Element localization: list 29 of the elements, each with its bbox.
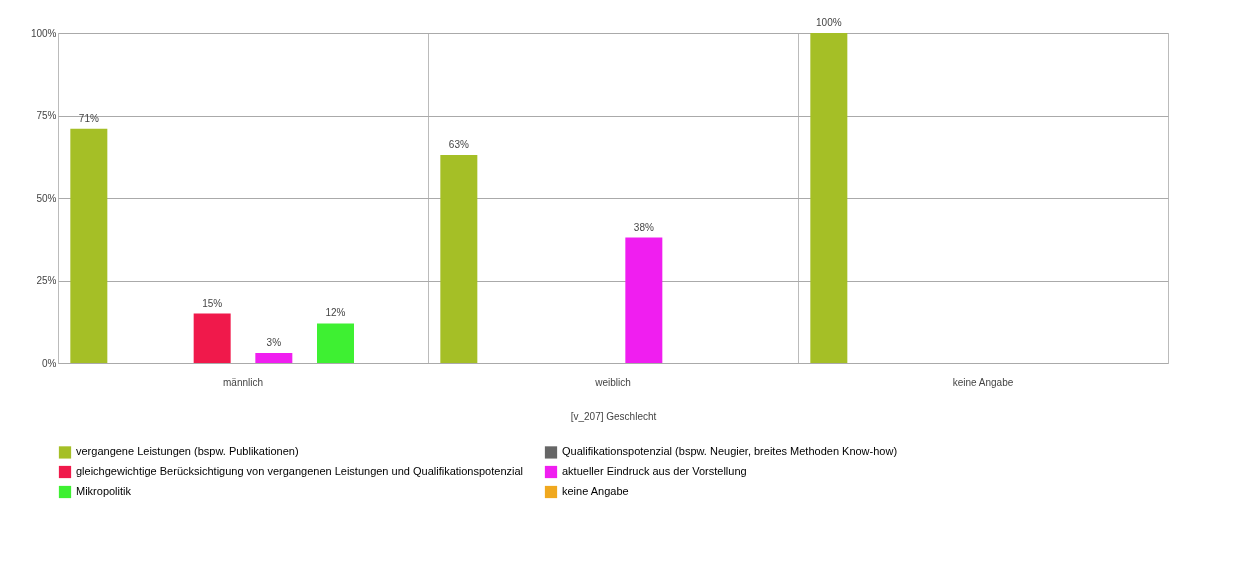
- y-tick-label: 100%: [30, 27, 57, 39]
- bar: [810, 33, 848, 363]
- bar: [193, 313, 231, 363]
- data-label: 15%: [202, 297, 223, 309]
- legend-label: gleichgewichtige Berücksichtigung von vergangenen Leistungen und Qualifikationspotenzial: [76, 465, 524, 477]
- data-label: 38%: [633, 221, 654, 233]
- legend-label: Qualifikationspotenzial (bspw. Neugier, breites Methoden Know-how): [562, 445, 898, 458]
- data-label: 3%: [266, 337, 282, 349]
- x-axis-title: [v_207] Geschlecht: [570, 410, 657, 422]
- legend-label: Mikropolitik: [76, 485, 132, 497]
- bar: [255, 353, 293, 363]
- data-label: 12%: [325, 307, 346, 319]
- x-tick-label: männlich: [222, 376, 264, 388]
- data-label: 100%: [816, 17, 842, 28]
- data-label: 63%: [448, 139, 469, 151]
- data-label: 71%: [78, 112, 99, 124]
- y-tick-label: 75%: [36, 110, 57, 121]
- x-tick-label: keine Angabe: [952, 376, 1014, 388]
- legend-label: vergangene Leistungen (bspw. Publikationen): [76, 445, 299, 458]
- y-tick-label: 0%: [42, 357, 57, 369]
- y-tick-label: 50%: [36, 192, 57, 204]
- bar: [70, 128, 108, 363]
- bar: [317, 323, 354, 363]
- legend-label: keine Angabe: [562, 485, 629, 497]
- bar: [440, 155, 478, 363]
- y-tick-label: 25%: [36, 275, 57, 286]
- legend-label: aktueller Eindruck aus der Vorstellung: [562, 465, 747, 477]
- bar: [625, 237, 663, 363]
- x-tick-label: weiblich: [594, 376, 631, 388]
